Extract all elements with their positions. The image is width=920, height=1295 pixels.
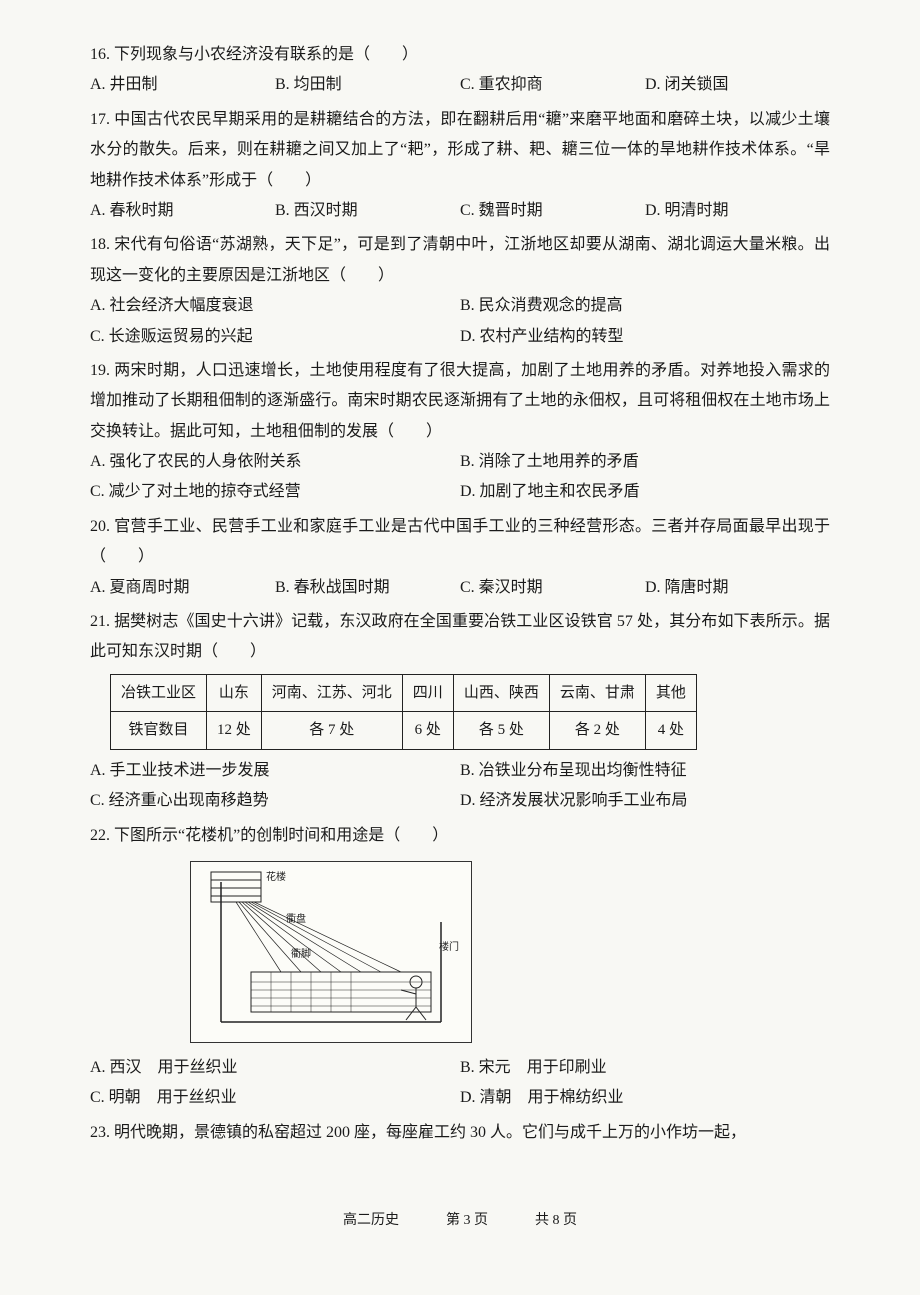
figure-label-loumen: 楼门 bbox=[439, 940, 459, 953]
question-21-options: A. 手工业技术进一步发展 B. 冶铁业分布呈现出均衡性特征 C. 经济重心出现… bbox=[90, 756, 830, 817]
option-19-b: B. 消除了土地用养的矛盾 bbox=[460, 447, 830, 477]
question-20-options: A. 夏商周时期 B. 春秋战国时期 C. 秦汉时期 D. 隋唐时期 bbox=[90, 573, 830, 603]
table-cell: 云南、甘肃 bbox=[549, 674, 645, 712]
question-16-options: A. 井田制 B. 均田制 C. 重农抑商 D. 闭关锁国 bbox=[90, 70, 830, 100]
question-19-options: A. 强化了农民的人身依附关系 B. 消除了土地用养的矛盾 C. 减少了对土地的… bbox=[90, 447, 830, 508]
figure-label-qupan: 衢盘 bbox=[286, 912, 306, 925]
option-21-d: D. 经济发展状况影响手工业布局 bbox=[460, 786, 830, 816]
option-17-d: D. 明清时期 bbox=[645, 196, 830, 226]
footer-page: 第 3 页 bbox=[446, 1213, 488, 1228]
table-cell: 各 5 处 bbox=[453, 712, 549, 750]
question-20: 20. 官营手工业、民营手工业和家庭手工业是古代中国手工业的三种经营形态。三者并… bbox=[90, 512, 830, 603]
footer-subject: 高二历史 bbox=[343, 1213, 399, 1228]
option-18-d: D. 农村产业结构的转型 bbox=[460, 322, 830, 352]
table-cell: 4 处 bbox=[645, 712, 696, 750]
option-20-b: B. 春秋战国时期 bbox=[275, 573, 460, 603]
question-18: 18. 宋代有句俗语“苏湖熟，天下足”，可是到了清朝中叶，江浙地区却要从湖南、湖… bbox=[90, 230, 830, 352]
option-21-c: C. 经济重心出现南移趋势 bbox=[90, 786, 460, 816]
question-16-text: 16. 下列现象与小农经济没有联系的是（ ） bbox=[90, 40, 830, 70]
question-22-text: 22. 下图所示“花楼机”的创制时间和用途是（ ） bbox=[90, 821, 830, 851]
option-20-d: D. 隋唐时期 bbox=[645, 573, 830, 603]
table-cell: 其他 bbox=[645, 674, 696, 712]
footer-total: 共 8 页 bbox=[535, 1213, 577, 1228]
table-cell: 铁官数目 bbox=[111, 712, 207, 750]
question-23-text: 23. 明代晚期，景德镇的私窑超过 200 座，每座雇工约 30 人。它们与成千… bbox=[90, 1118, 830, 1148]
table-cell: 山西、陕西 bbox=[453, 674, 549, 712]
option-21-a: A. 手工业技术进一步发展 bbox=[90, 756, 460, 786]
table-cell: 河南、江苏、河北 bbox=[261, 674, 402, 712]
question-21: 21. 据樊树志《国史十六讲》记载，东汉政府在全国重要冶铁工业区设铁官 57 处… bbox=[90, 607, 830, 817]
option-17-c: C. 魏晋时期 bbox=[460, 196, 645, 226]
option-22-a: A. 西汉 用于丝织业 bbox=[90, 1053, 460, 1083]
question-22-options: A. 西汉 用于丝织业 B. 宋元 用于印刷业 C. 明朝 用于丝织业 D. 清… bbox=[90, 1053, 830, 1114]
option-18-c: C. 长途贩运贸易的兴起 bbox=[90, 322, 460, 352]
option-22-b: B. 宋元 用于印刷业 bbox=[460, 1053, 830, 1083]
option-20-c: C. 秦汉时期 bbox=[460, 573, 645, 603]
option-16-b: B. 均田制 bbox=[275, 70, 460, 100]
option-18-a: A. 社会经济大幅度衰退 bbox=[90, 291, 460, 321]
option-16-a: A. 井田制 bbox=[90, 70, 275, 100]
question-17-options: A. 春秋时期 B. 西汉时期 C. 魏晋时期 D. 明清时期 bbox=[90, 196, 830, 226]
question-16: 16. 下列现象与小农经济没有联系的是（ ） A. 井田制 B. 均田制 C. … bbox=[90, 40, 830, 101]
table-cell: 各 2 处 bbox=[549, 712, 645, 750]
option-17-b: B. 西汉时期 bbox=[275, 196, 460, 226]
question-21-table: 冶铁工业区 山东 河南、江苏、河北 四川 山西、陕西 云南、甘肃 其他 铁官数目… bbox=[110, 674, 697, 750]
question-18-text: 18. 宋代有句俗语“苏湖熟，天下足”，可是到了清朝中叶，江浙地区却要从湖南、湖… bbox=[90, 230, 830, 291]
question-22: 22. 下图所示“花楼机”的创制时间和用途是（ ） bbox=[90, 821, 830, 1114]
hualou-loom-figure: 花楼 衢盘 衢脚 楼门 bbox=[190, 861, 472, 1043]
loom-diagram-svg: 花楼 衢盘 衢脚 楼门 bbox=[191, 862, 471, 1042]
question-18-options: A. 社会经济大幅度衰退 B. 民众消费观念的提高 C. 长途贩运贸易的兴起 D… bbox=[90, 291, 830, 352]
table-cell: 12 处 bbox=[207, 712, 262, 750]
option-16-d: D. 闭关锁国 bbox=[645, 70, 830, 100]
option-22-d: D. 清朝 用于棉纺织业 bbox=[460, 1083, 830, 1113]
option-19-d: D. 加剧了地主和农民矛盾 bbox=[460, 477, 830, 507]
option-17-a: A. 春秋时期 bbox=[90, 196, 275, 226]
table-cell: 各 7 处 bbox=[261, 712, 402, 750]
question-17: 17. 中国古代农民早期采用的是耕耱结合的方法，即在翻耕后用“耱”来磨平地面和磨… bbox=[90, 105, 830, 227]
question-23: 23. 明代晚期，景德镇的私窑超过 200 座，每座雇工约 30 人。它们与成千… bbox=[90, 1118, 830, 1148]
question-21-text: 21. 据樊树志《国史十六讲》记载，东汉政府在全国重要冶铁工业区设铁官 57 处… bbox=[90, 607, 830, 668]
figure-label-qujiao: 衢脚 bbox=[291, 947, 311, 960]
table-cell: 四川 bbox=[402, 674, 453, 712]
table-cell: 山东 bbox=[207, 674, 262, 712]
question-19: 19. 两宋时期，人口迅速增长，土地使用程度有了很大提高，加剧了土地用养的矛盾。… bbox=[90, 356, 830, 508]
table-cell: 冶铁工业区 bbox=[111, 674, 207, 712]
figure-label-hualou: 花楼 bbox=[266, 870, 286, 883]
table-cell: 6 处 bbox=[402, 712, 453, 750]
option-22-c: C. 明朝 用于丝织业 bbox=[90, 1083, 460, 1113]
option-19-a: A. 强化了农民的人身依附关系 bbox=[90, 447, 460, 477]
question-19-text: 19. 两宋时期，人口迅速增长，土地使用程度有了很大提高，加剧了土地用养的矛盾。… bbox=[90, 356, 830, 447]
question-20-text: 20. 官营手工业、民营手工业和家庭手工业是古代中国手工业的三种经营形态。三者并… bbox=[90, 512, 830, 573]
option-20-a: A. 夏商周时期 bbox=[90, 573, 275, 603]
option-18-b: B. 民众消费观念的提高 bbox=[460, 291, 830, 321]
question-17-text: 17. 中国古代农民早期采用的是耕耱结合的方法，即在翻耕后用“耱”来磨平地面和磨… bbox=[90, 105, 830, 196]
page-footer: 高二历史 第 3 页 共 8 页 bbox=[90, 1208, 830, 1235]
option-16-c: C. 重农抑商 bbox=[460, 70, 645, 100]
option-21-b: B. 冶铁业分布呈现出均衡性特征 bbox=[460, 756, 830, 786]
option-19-c: C. 减少了对土地的掠夺式经营 bbox=[90, 477, 460, 507]
